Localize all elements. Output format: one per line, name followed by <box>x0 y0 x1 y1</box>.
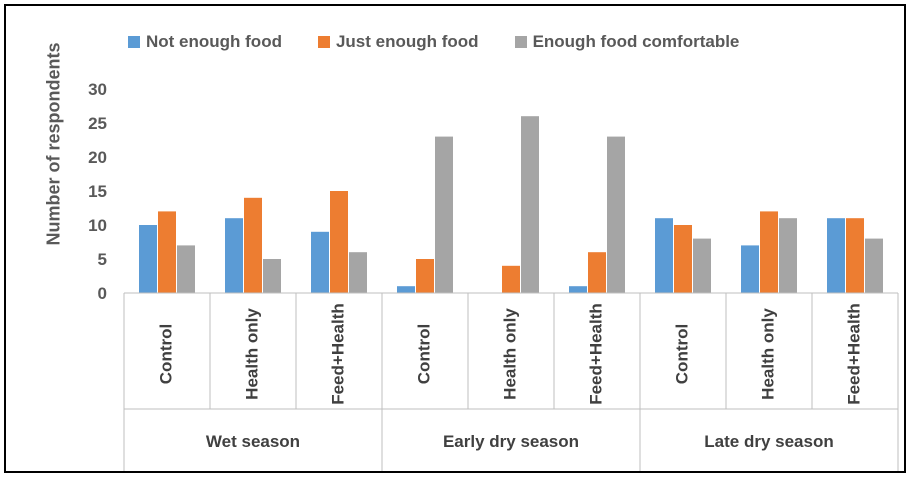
bar <box>502 265 520 293</box>
x-category-label: Feed+Health <box>586 303 605 405</box>
chart-frame: Not enough food Just enough food Enough … <box>4 4 906 473</box>
y-tick-label: 25 <box>88 114 107 133</box>
y-tick-label: 5 <box>98 250 107 269</box>
legend-swatch-enough-food-comfortable <box>514 36 527 48</box>
x-category-label: Control <box>156 324 175 384</box>
bar <box>263 259 281 293</box>
bar <box>846 218 864 293</box>
legend-item-not-enough-food: Not enough food <box>128 32 282 52</box>
x-group-label: Early dry season <box>443 432 579 451</box>
bar <box>693 238 711 293</box>
legend-label: Enough food comfortable <box>532 32 740 51</box>
bar <box>607 136 625 293</box>
bar <box>674 225 692 293</box>
chart-plot: 0 5 10 15 20 25 30 Control Health only Feed+Healt… <box>88 80 899 471</box>
legend-label: Just enough food <box>335 32 479 51</box>
bar <box>416 259 434 293</box>
bar <box>827 218 845 293</box>
legend-item-enough-food-comfortable: Enough food comfortable <box>514 32 740 52</box>
y-tick-label: 15 <box>88 182 107 201</box>
x-group-label: Wet season <box>206 432 300 451</box>
bar <box>330 191 348 293</box>
bar <box>741 245 759 293</box>
legend-item-just-enough-food: Just enough food <box>317 32 479 52</box>
y-tick-label: 0 <box>98 284 107 303</box>
bar <box>865 238 883 293</box>
y-tick-label: 10 <box>88 216 107 235</box>
bar <box>779 218 797 293</box>
x-group-label: Late dry season <box>704 432 833 451</box>
x-category-label: Health only <box>758 308 777 400</box>
bar <box>588 252 606 293</box>
y-tick-label: 20 <box>88 148 107 167</box>
bar <box>158 211 176 293</box>
x-category-label: Feed+Health <box>328 303 347 405</box>
bar <box>311 231 329 293</box>
x-category-label: Feed+Health <box>844 303 863 405</box>
x-category-label: Health only <box>500 308 519 400</box>
bar <box>397 286 415 293</box>
bar <box>569 286 587 293</box>
x-category-label: Health only <box>242 308 261 400</box>
bar <box>177 245 195 293</box>
chart-legend: Not enough food Just enough food Enough … <box>128 32 775 52</box>
bar <box>244 197 262 293</box>
bar <box>760 211 778 293</box>
bar <box>349 252 367 293</box>
legend-swatch-not-enough-food <box>128 36 140 48</box>
bar <box>139 225 157 293</box>
y-tick-label: 30 <box>88 80 107 99</box>
x-category-label: Control <box>672 324 691 384</box>
bar <box>655 218 673 293</box>
bar <box>435 136 453 293</box>
bar <box>521 116 539 293</box>
legend-label: Not enough food <box>146 32 282 51</box>
legend-swatch-just-enough-food <box>317 36 330 48</box>
x-category-label: Control <box>414 324 433 384</box>
bar <box>225 218 243 293</box>
